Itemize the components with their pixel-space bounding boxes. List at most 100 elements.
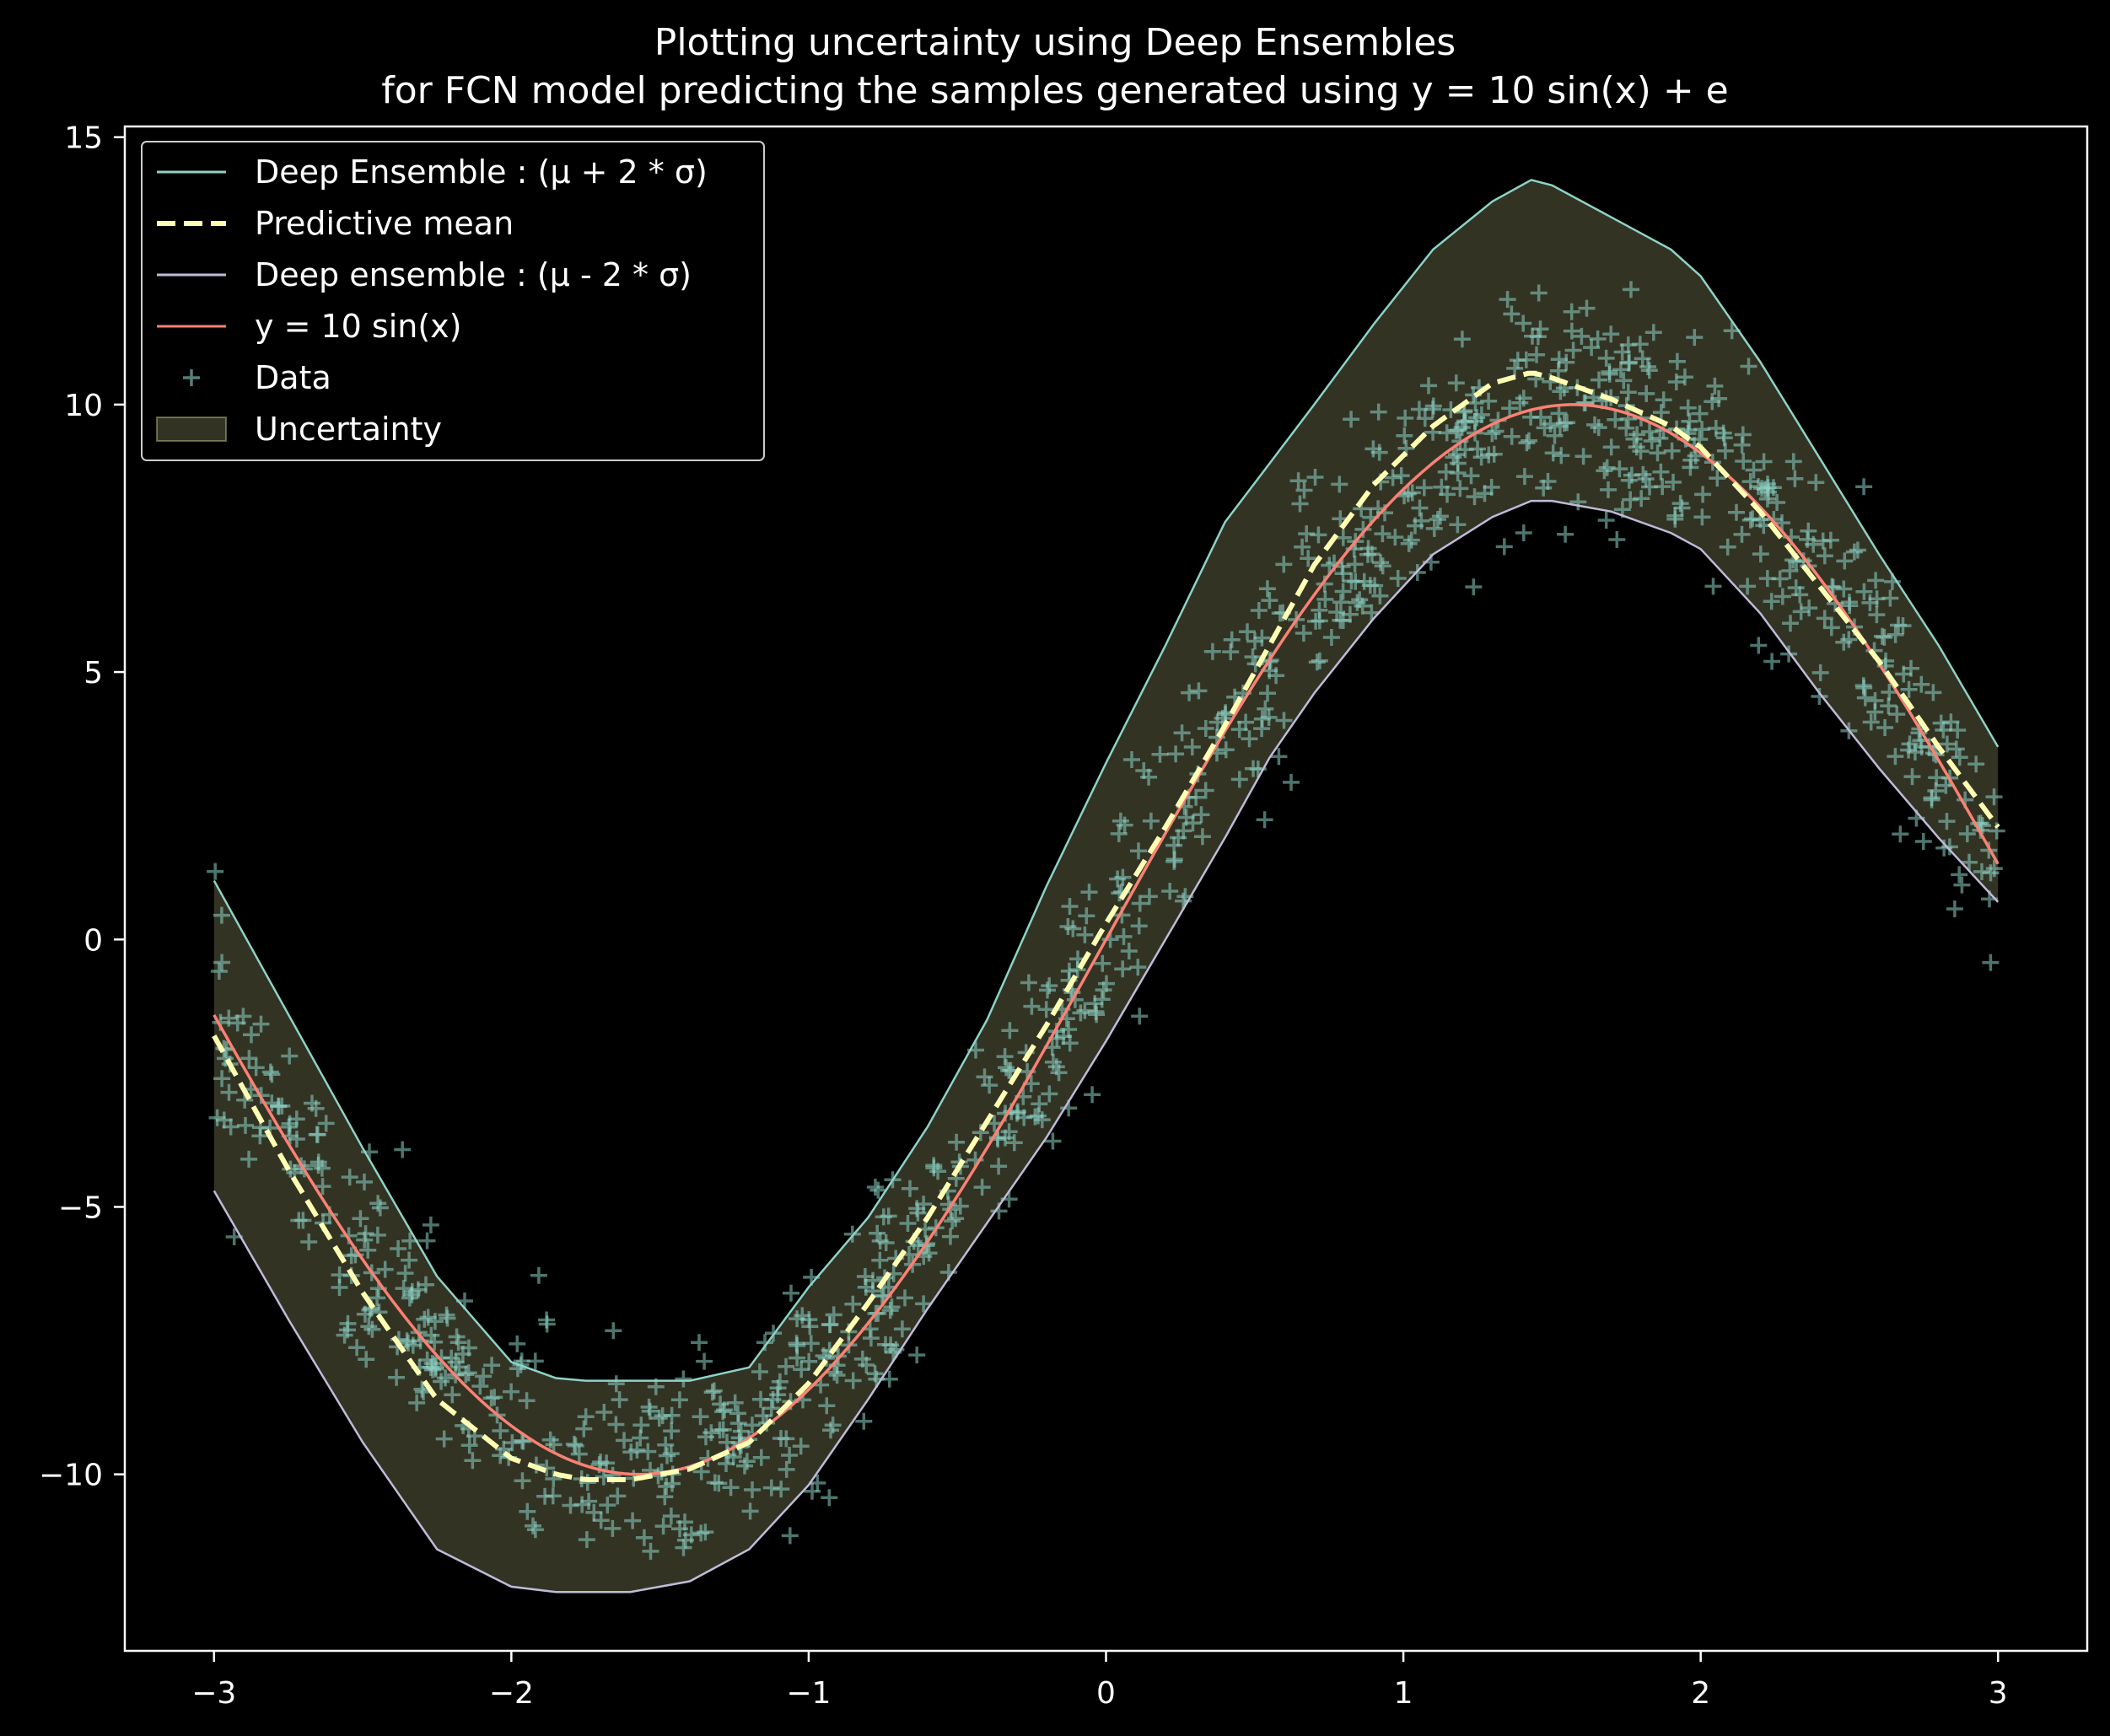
data-point [706, 1474, 724, 1491]
data-point [263, 1066, 281, 1083]
data-point [696, 1352, 713, 1370]
data-point [1468, 409, 1486, 427]
data-point [1123, 751, 1140, 768]
data-point [899, 1215, 917, 1232]
data-point [1167, 745, 1185, 763]
data-point [1275, 556, 1293, 573]
data-point [743, 1416, 761, 1434]
data-point [1449, 516, 1467, 534]
data-point [1615, 372, 1633, 390]
data-point [1015, 1109, 1033, 1126]
data-point [1590, 419, 1607, 437]
data-point [1741, 473, 1759, 491]
data-point [1310, 526, 1327, 544]
data-point [240, 1050, 258, 1067]
data-point [1151, 745, 1169, 763]
data-point [1389, 570, 1407, 587]
data-point [1835, 633, 1853, 651]
data-point [789, 1336, 806, 1354]
legend-handle-plus [183, 369, 200, 386]
data-point [705, 1382, 723, 1400]
data-point [1583, 339, 1601, 357]
data-point [762, 1479, 780, 1497]
predictive-mean-line [212, 370, 2000, 1482]
data-point [697, 1524, 714, 1541]
data-point [1745, 461, 1763, 479]
data-point [1294, 538, 1311, 556]
data-point [1552, 383, 1569, 400]
data-point [426, 1313, 444, 1330]
data-point [1306, 469, 1324, 486]
data-point [1515, 468, 1533, 486]
data-point [252, 1015, 270, 1033]
data-point [1619, 384, 1637, 401]
data-point [1550, 405, 1568, 422]
data-point [605, 1322, 622, 1340]
data-point [809, 1474, 826, 1491]
data-point [519, 1502, 536, 1520]
data-point [1557, 525, 1574, 543]
data-point [341, 1169, 358, 1186]
data-point [893, 1320, 911, 1338]
data-point [1666, 510, 1684, 528]
data-point [1598, 459, 1616, 476]
data-point [339, 1321, 356, 1339]
data-point [427, 1360, 444, 1378]
data-point [1855, 583, 1873, 600]
data-point [1217, 741, 1235, 759]
data-point [1845, 543, 1863, 561]
data-point [595, 1404, 613, 1421]
data-point [1256, 811, 1273, 829]
data-point [1080, 884, 1098, 901]
data-point [909, 1204, 927, 1222]
data-point [1447, 422, 1465, 439]
data-point [869, 1224, 886, 1242]
data-point [1811, 688, 1828, 705]
data-point [598, 1454, 616, 1472]
data-point [662, 1445, 680, 1463]
data-point [866, 1179, 884, 1196]
data-point [670, 1391, 688, 1409]
legend-label: Predictive mean [255, 205, 514, 242]
legend-label: y = 10 sin(x) [255, 308, 462, 345]
true-function-line [213, 403, 2000, 1476]
data-point [1704, 578, 1722, 595]
data-point [526, 1352, 544, 1370]
data-point [1665, 473, 1682, 491]
data-point [1203, 642, 1221, 660]
data-point [243, 1026, 260, 1044]
data-point [1190, 682, 1208, 700]
data-point [1429, 511, 1446, 528]
data-point [1816, 547, 1833, 565]
data-point [1311, 652, 1328, 669]
data-point [1733, 525, 1751, 543]
legend: Deep Ensemble : (μ + 2 * σ) Predictive me… [141, 141, 765, 461]
data-point [1866, 703, 1884, 721]
data-point [1758, 490, 1776, 508]
data-point [1503, 305, 1521, 323]
data-point [1544, 444, 1562, 462]
data-point [1023, 997, 1041, 1015]
data-point [1181, 684, 1198, 701]
data-point [1480, 392, 1498, 410]
data-point [1047, 1058, 1065, 1076]
data-point [844, 1295, 862, 1313]
data-point [433, 1373, 450, 1390]
data-point [1354, 597, 1371, 615]
data-point [1214, 709, 1231, 727]
data-point [821, 1489, 838, 1507]
data-point [1291, 495, 1309, 513]
data-point [1175, 822, 1192, 840]
data-point [207, 863, 224, 880]
data-point [1589, 331, 1607, 347]
y-tick-label: 15 [64, 121, 103, 156]
data-point [358, 1351, 375, 1368]
data-point [1334, 612, 1352, 629]
data-point [632, 1429, 649, 1447]
data-point [1424, 400, 1441, 418]
data-point [1400, 535, 1418, 552]
data-point [792, 1438, 810, 1455]
data-point [1244, 648, 1262, 666]
data-point [1239, 623, 1256, 641]
data-point [464, 1452, 482, 1470]
